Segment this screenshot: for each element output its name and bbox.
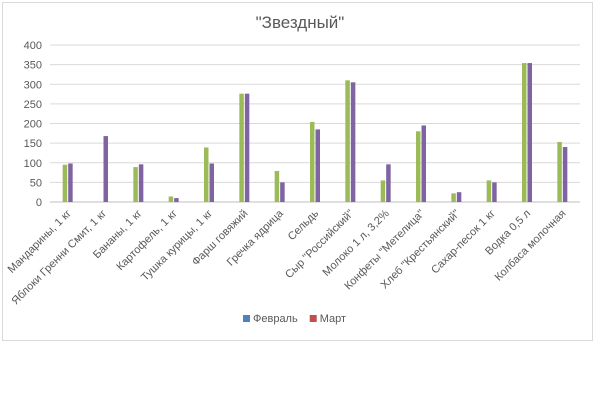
bar-mar — [68, 163, 73, 202]
bar-feb — [62, 164, 68, 202]
bar-mar — [350, 82, 356, 202]
bar-feb — [486, 180, 492, 202]
legend-swatch — [309, 315, 317, 322]
bar-mar — [527, 63, 532, 203]
bar-feb — [345, 80, 350, 202]
bar-mar — [315, 129, 320, 202]
bar-feb — [416, 131, 421, 202]
bar-feb — [239, 93, 244, 202]
bar-feb — [557, 141, 562, 202]
bar-feb — [133, 167, 138, 202]
bar-feb — [168, 196, 174, 202]
y-axis: 0 50 100 150 200 250 300 350 400 — [24, 40, 42, 209]
gridlines — [50, 44, 580, 203]
y-tick-label: 150 — [24, 138, 42, 150]
y-tick-label: 350 — [24, 60, 42, 72]
bar-mar — [244, 93, 250, 202]
bar-feb — [380, 180, 386, 202]
y-tick-label: 0 — [36, 197, 42, 209]
bar-mar — [456, 192, 462, 202]
x-tick-label: Сельдь — [286, 207, 322, 243]
bar-feb — [274, 170, 280, 202]
x-tick-label: Колбаса молочная — [493, 208, 569, 284]
bar-feb — [451, 193, 456, 202]
legend-label: Февраль — [253, 313, 298, 325]
bar-feb — [204, 147, 209, 202]
legend-label: Март — [320, 313, 346, 325]
bar-feb — [310, 121, 315, 202]
x-tick-label: Молоко 1 л, 3,2% — [321, 207, 392, 278]
y-tick-label: 300 — [24, 79, 42, 91]
y-tick-label: 250 — [24, 99, 42, 111]
bar-mar — [174, 198, 179, 202]
legend-swatch — [243, 315, 250, 322]
chart-title: "Звездный" — [256, 13, 345, 32]
legend: Февраль Март — [243, 313, 346, 325]
bar-mar — [386, 164, 391, 202]
y-tick-label: 200 — [24, 119, 42, 131]
bar-mar — [421, 125, 426, 202]
y-tick-label: 100 — [24, 158, 42, 170]
x-tick-label: Картофель, 1 кг — [114, 208, 179, 273]
x-tick-label: Мандарины, 1 кг — [6, 208, 74, 276]
bar-mar — [492, 182, 497, 202]
bar-mar — [280, 182, 285, 202]
bar-mar — [138, 164, 144, 202]
bar-mar — [562, 147, 568, 202]
bars — [62, 63, 568, 203]
x-tick-label: Сахар-песок 1 кг — [429, 208, 498, 277]
bar-mar — [103, 136, 108, 202]
bar-feb — [522, 63, 527, 203]
y-tick-label: 400 — [24, 40, 42, 52]
chart-frame — [2, 2, 593, 341]
y-tick-label: 50 — [30, 177, 42, 189]
bar-mar — [209, 163, 214, 202]
